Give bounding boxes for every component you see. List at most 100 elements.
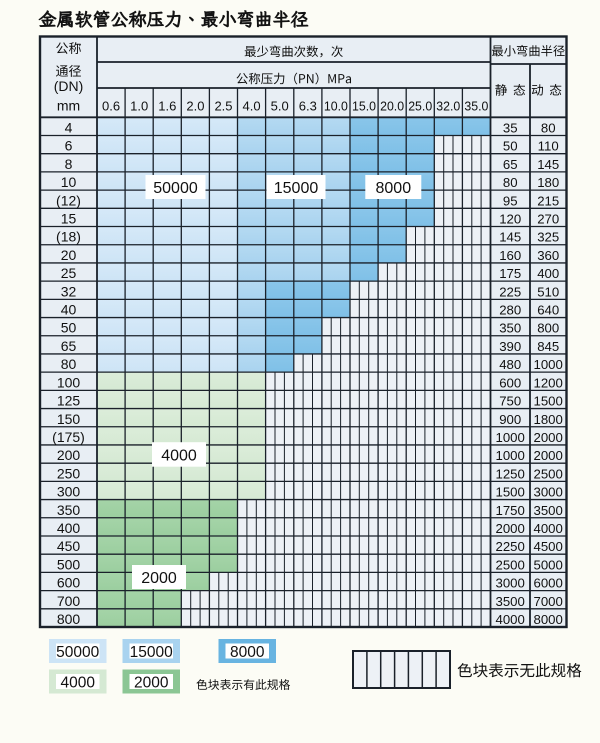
svg-text:2500: 2500 bbox=[534, 466, 563, 481]
svg-text:20.0: 20.0 bbox=[380, 99, 404, 114]
svg-text:50000: 50000 bbox=[153, 180, 198, 197]
svg-text:6000: 6000 bbox=[534, 576, 563, 591]
svg-text:(12): (12) bbox=[56, 192, 81, 208]
svg-text:145: 145 bbox=[537, 157, 559, 172]
svg-text:95: 95 bbox=[503, 193, 518, 208]
svg-text:160: 160 bbox=[499, 248, 521, 263]
svg-text:270: 270 bbox=[537, 212, 559, 227]
svg-text:600: 600 bbox=[57, 575, 81, 591]
svg-text:80: 80 bbox=[503, 175, 518, 190]
svg-text:110: 110 bbox=[538, 139, 559, 154]
svg-text:65: 65 bbox=[503, 157, 518, 172]
svg-text:1000: 1000 bbox=[496, 430, 525, 445]
svg-text:325: 325 bbox=[537, 230, 559, 245]
svg-text:500: 500 bbox=[57, 556, 81, 572]
svg-text:1250: 1250 bbox=[496, 466, 525, 481]
svg-text:600: 600 bbox=[499, 375, 521, 390]
svg-text:2500: 2500 bbox=[496, 557, 525, 572]
svg-text:100: 100 bbox=[57, 374, 81, 390]
svg-text:450: 450 bbox=[57, 538, 81, 554]
svg-text:2000: 2000 bbox=[534, 430, 563, 445]
svg-text:10: 10 bbox=[61, 174, 77, 190]
svg-text:8000: 8000 bbox=[534, 612, 563, 627]
svg-text:50000: 50000 bbox=[56, 644, 99, 661]
svg-text:2.0: 2.0 bbox=[186, 99, 204, 114]
svg-text:3000: 3000 bbox=[496, 576, 525, 591]
svg-text:8000: 8000 bbox=[376, 180, 412, 197]
svg-text:6.3: 6.3 bbox=[299, 99, 317, 114]
svg-text:35.0: 35.0 bbox=[464, 99, 488, 114]
svg-text:4000: 4000 bbox=[534, 521, 563, 536]
svg-text:150: 150 bbox=[57, 411, 81, 427]
svg-text:215: 215 bbox=[537, 193, 559, 208]
svg-text:800: 800 bbox=[57, 611, 81, 627]
svg-text:3500: 3500 bbox=[534, 503, 563, 518]
svg-text:400: 400 bbox=[57, 520, 81, 536]
svg-text:1500: 1500 bbox=[534, 394, 563, 409]
svg-text:900: 900 bbox=[499, 412, 521, 427]
svg-text:1000: 1000 bbox=[534, 357, 563, 372]
svg-text:350: 350 bbox=[57, 502, 81, 518]
svg-text:180: 180 bbox=[537, 175, 559, 190]
svg-text:4000: 4000 bbox=[496, 612, 525, 627]
svg-text:2250: 2250 bbox=[496, 539, 525, 554]
svg-text:280: 280 bbox=[499, 303, 521, 318]
svg-text:(DN): (DN) bbox=[54, 78, 84, 94]
svg-text:480: 480 bbox=[499, 357, 521, 372]
svg-text:2000: 2000 bbox=[534, 448, 563, 463]
svg-text:40: 40 bbox=[61, 302, 77, 318]
svg-text:20: 20 bbox=[61, 247, 77, 263]
svg-text:8: 8 bbox=[65, 156, 73, 172]
svg-text:400: 400 bbox=[537, 266, 559, 281]
svg-text:225: 225 bbox=[499, 284, 521, 299]
svg-text:7000: 7000 bbox=[534, 594, 563, 609]
svg-text:3500: 3500 bbox=[496, 594, 525, 609]
svg-text:1.6: 1.6 bbox=[158, 99, 176, 114]
svg-text:(175): (175) bbox=[52, 429, 85, 445]
svg-text:845: 845 bbox=[537, 339, 559, 354]
svg-text:5.0: 5.0 bbox=[271, 99, 289, 114]
svg-text:4.0: 4.0 bbox=[243, 99, 261, 114]
svg-text:50: 50 bbox=[503, 139, 518, 154]
svg-text:(18): (18) bbox=[56, 229, 81, 245]
svg-text:25: 25 bbox=[61, 265, 77, 281]
svg-text:2000: 2000 bbox=[496, 521, 525, 536]
svg-text:120: 120 bbox=[499, 212, 521, 227]
svg-text:145: 145 bbox=[499, 230, 521, 245]
svg-text:8000: 8000 bbox=[230, 644, 265, 661]
svg-text:1750: 1750 bbox=[496, 503, 525, 518]
svg-text:200: 200 bbox=[57, 447, 81, 463]
svg-text:2000: 2000 bbox=[141, 570, 177, 587]
svg-text:80: 80 bbox=[61, 356, 77, 372]
svg-text:3000: 3000 bbox=[534, 485, 563, 500]
svg-text:700: 700 bbox=[57, 593, 81, 609]
svg-text:5000: 5000 bbox=[534, 557, 563, 572]
svg-text:175: 175 bbox=[499, 266, 521, 281]
svg-text:0.6: 0.6 bbox=[102, 99, 120, 114]
svg-text:300: 300 bbox=[57, 484, 81, 500]
svg-text:15000: 15000 bbox=[274, 180, 319, 197]
svg-text:640: 640 bbox=[537, 303, 559, 318]
svg-text:800: 800 bbox=[537, 321, 559, 336]
svg-text:125: 125 bbox=[57, 393, 81, 409]
svg-text:250: 250 bbox=[57, 465, 81, 481]
svg-text:32: 32 bbox=[61, 283, 77, 299]
svg-text:mm: mm bbox=[57, 98, 80, 114]
svg-text:1500: 1500 bbox=[496, 485, 525, 500]
svg-text:1200: 1200 bbox=[534, 375, 563, 390]
svg-text:510: 510 bbox=[537, 284, 559, 299]
svg-text:50: 50 bbox=[61, 320, 77, 336]
svg-text:10.0: 10.0 bbox=[324, 99, 348, 114]
svg-text:360: 360 bbox=[537, 248, 559, 263]
svg-text:390: 390 bbox=[499, 339, 521, 354]
svg-text:1000: 1000 bbox=[496, 448, 525, 463]
svg-text:32.0: 32.0 bbox=[436, 99, 460, 114]
svg-text:15: 15 bbox=[61, 211, 77, 227]
svg-text:35: 35 bbox=[503, 121, 518, 136]
svg-text:1.0: 1.0 bbox=[130, 99, 148, 114]
svg-text:15000: 15000 bbox=[130, 644, 173, 661]
svg-text:6: 6 bbox=[65, 138, 73, 154]
svg-text:4: 4 bbox=[65, 120, 73, 136]
svg-text:350: 350 bbox=[499, 321, 521, 336]
svg-text:80: 80 bbox=[541, 121, 556, 136]
